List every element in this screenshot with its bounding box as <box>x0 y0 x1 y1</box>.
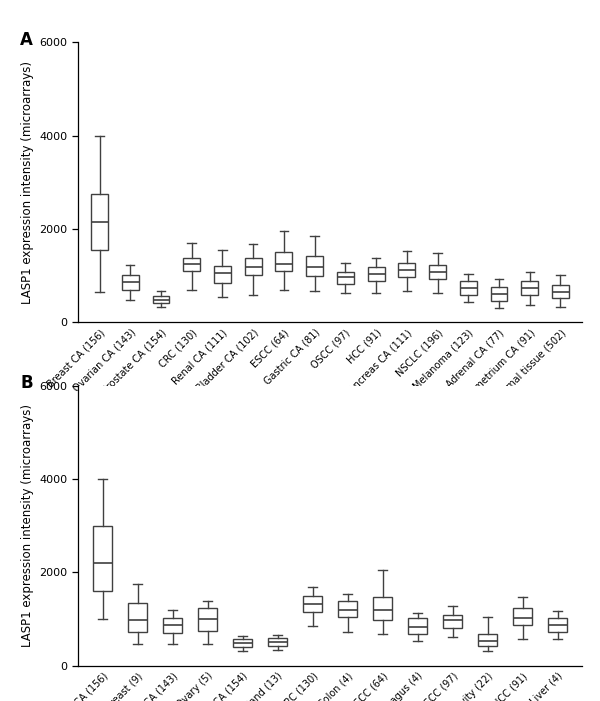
PathPatch shape <box>163 618 182 633</box>
PathPatch shape <box>338 601 357 617</box>
PathPatch shape <box>408 618 427 634</box>
PathPatch shape <box>303 596 322 612</box>
PathPatch shape <box>491 287 508 301</box>
PathPatch shape <box>275 252 292 271</box>
PathPatch shape <box>548 618 567 632</box>
PathPatch shape <box>368 267 385 281</box>
PathPatch shape <box>521 281 538 295</box>
PathPatch shape <box>214 266 231 283</box>
Y-axis label: LASP1 expression intensity (microarrays): LASP1 expression intensity (microarrays) <box>21 61 34 304</box>
PathPatch shape <box>245 258 262 275</box>
PathPatch shape <box>93 526 112 591</box>
PathPatch shape <box>198 608 217 631</box>
PathPatch shape <box>128 603 147 632</box>
PathPatch shape <box>268 639 287 646</box>
PathPatch shape <box>122 275 139 290</box>
PathPatch shape <box>233 639 252 647</box>
PathPatch shape <box>513 608 532 625</box>
PathPatch shape <box>429 265 446 279</box>
PathPatch shape <box>306 256 323 275</box>
PathPatch shape <box>552 285 569 298</box>
PathPatch shape <box>478 634 497 646</box>
PathPatch shape <box>152 296 169 304</box>
PathPatch shape <box>460 281 477 295</box>
PathPatch shape <box>91 194 108 250</box>
PathPatch shape <box>373 597 392 620</box>
Text: B: B <box>20 374 32 393</box>
Text: A: A <box>20 31 33 49</box>
Y-axis label: LASP1 expression intensity (microarrays): LASP1 expression intensity (microarrays) <box>21 404 34 647</box>
PathPatch shape <box>443 615 462 627</box>
PathPatch shape <box>337 272 354 284</box>
PathPatch shape <box>398 263 415 277</box>
PathPatch shape <box>183 258 200 271</box>
